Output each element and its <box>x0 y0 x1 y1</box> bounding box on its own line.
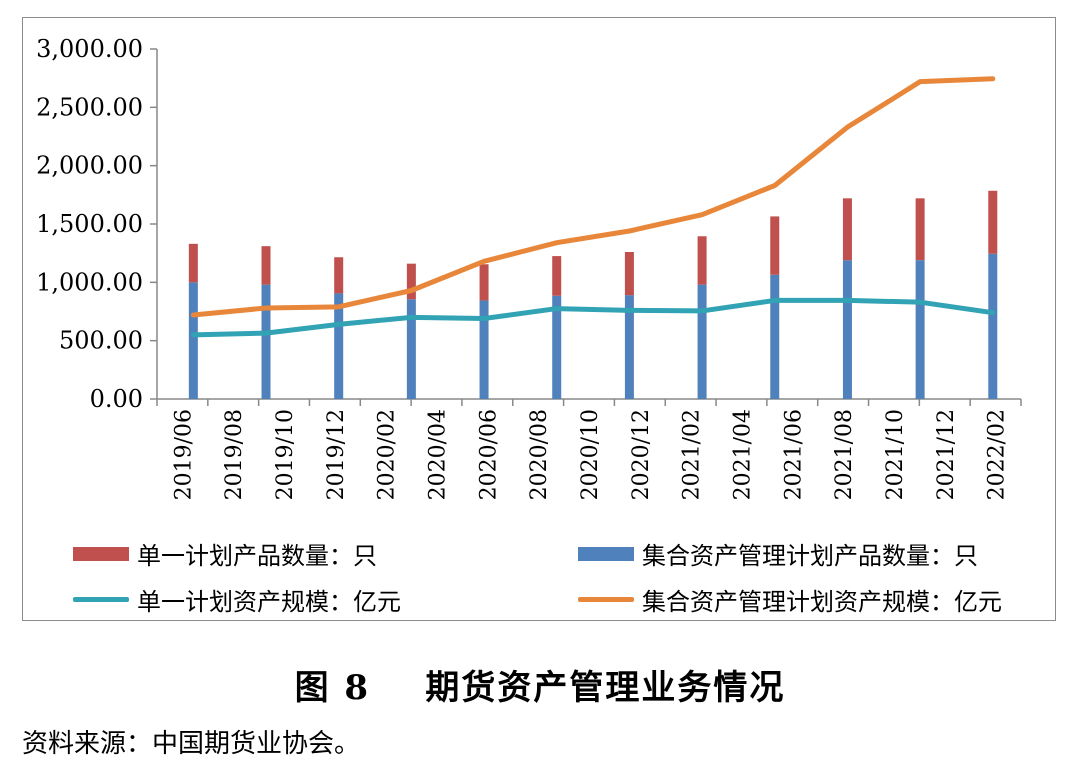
legend-item-single-scale: 单一计划资产规模：亿元 <box>73 582 401 617</box>
line-single-scale <box>190 297 996 338</box>
bar-single-count <box>697 236 707 285</box>
x-tick-label: 2020/02 <box>375 409 400 500</box>
x-tick-label: 2020/04 <box>426 409 451 500</box>
bar-single-count <box>334 257 344 294</box>
x-tick-label: 2021/12 <box>934 409 959 500</box>
legend-swatch-collective-count <box>578 546 634 561</box>
x-tick-label: 2021/02 <box>680 409 705 500</box>
x-tick-label: 2020/12 <box>629 409 654 500</box>
y-tick-label: 1,000.00 <box>36 268 143 296</box>
legend-swatch-collective-scale <box>578 597 634 602</box>
bar-single-count <box>406 263 416 300</box>
legend-swatch-single-count <box>73 546 129 561</box>
bar-single-count <box>624 252 634 296</box>
legend-label-single-scale: 单一计划资产规模：亿元 <box>137 588 401 616</box>
figure-title: 期货资产管理业务情况 <box>425 668 786 708</box>
bar-collective-count <box>552 295 562 399</box>
bar-collective-count <box>988 253 998 399</box>
chart-frame: 0.00 500.00 1,000.00 1,500.00 2,000.00 2,500.… <box>22 17 1056 621</box>
bar-single-count <box>988 190 998 254</box>
bar-collective-count <box>188 282 198 399</box>
x-tick-label: 2020/08 <box>527 409 552 500</box>
x-tick-label: 2021/04 <box>730 409 755 500</box>
legend-swatch-single-scale <box>73 597 129 602</box>
x-tick-label: 2021/08 <box>832 409 857 500</box>
source-note: 资料来源：中国期货业协会。 <box>22 729 361 759</box>
bar-collective-count <box>624 295 634 399</box>
bar-collective-count <box>770 274 780 399</box>
bar-collective-count <box>406 299 416 399</box>
x-tick-label: 2019/08 <box>222 409 247 500</box>
x-tick-label: 2019/12 <box>324 409 349 500</box>
bar-collective-count <box>334 293 344 399</box>
legend-label-single-count: 单一计划产品数量：只 <box>137 542 377 570</box>
line-collective-scale <box>190 76 996 318</box>
bar-single-count <box>842 198 852 261</box>
bar-collective-count <box>842 260 852 399</box>
y-tick-label: 500.00 <box>59 327 143 355</box>
y-tick-label: 1,500.00 <box>36 210 143 238</box>
bar-collective-count <box>915 260 925 399</box>
x-tick-label: 2019/10 <box>273 409 298 500</box>
x-tick-label: 2020/06 <box>476 409 501 500</box>
bar-single-count <box>479 264 489 301</box>
y-tick-label: 3,000.00 <box>36 35 143 63</box>
bar-collective-count <box>479 300 489 399</box>
legend-item-collective-scale: 集合资产管理计划资产规模：亿元 <box>578 582 1002 617</box>
figure-number: 图 8 <box>294 668 371 708</box>
x-tick-label: 2022/02 <box>985 409 1010 500</box>
bar-single-count <box>915 198 925 261</box>
x-tick-label: 2021/10 <box>883 409 908 500</box>
y-tick-label: 2,500.00 <box>36 93 143 121</box>
plot-area: 0.00 500.00 1,000.00 1,500.00 2,000.00 2,500.… <box>36 35 1022 500</box>
bar-collective-count <box>697 284 707 399</box>
legend-item-collective-count: 集合资产管理计划产品数量：只 <box>578 536 978 571</box>
x-tick-label: 2021/06 <box>781 409 806 500</box>
legend-label-collective-scale: 集合资产管理计划资产规模：亿元 <box>642 588 1002 616</box>
bar-single-count <box>552 256 562 296</box>
bar-single-count <box>261 246 271 285</box>
x-tick-label: 2019/06 <box>171 409 196 500</box>
bar-single-count <box>188 243 198 283</box>
figure-caption: 图 8 期货资产管理业务情况 <box>0 660 1080 709</box>
legend-item-single-count: 单一计划产品数量：只 <box>73 536 377 571</box>
bar-collective-count <box>261 284 271 399</box>
bar-single-count <box>770 216 780 275</box>
legend-label-collective-count: 集合资产管理计划产品数量：只 <box>642 542 978 570</box>
y-tick-label: 0.00 <box>90 385 143 413</box>
x-tick-label: 2020/10 <box>578 409 603 500</box>
y-tick-label: 2,000.00 <box>36 152 143 180</box>
